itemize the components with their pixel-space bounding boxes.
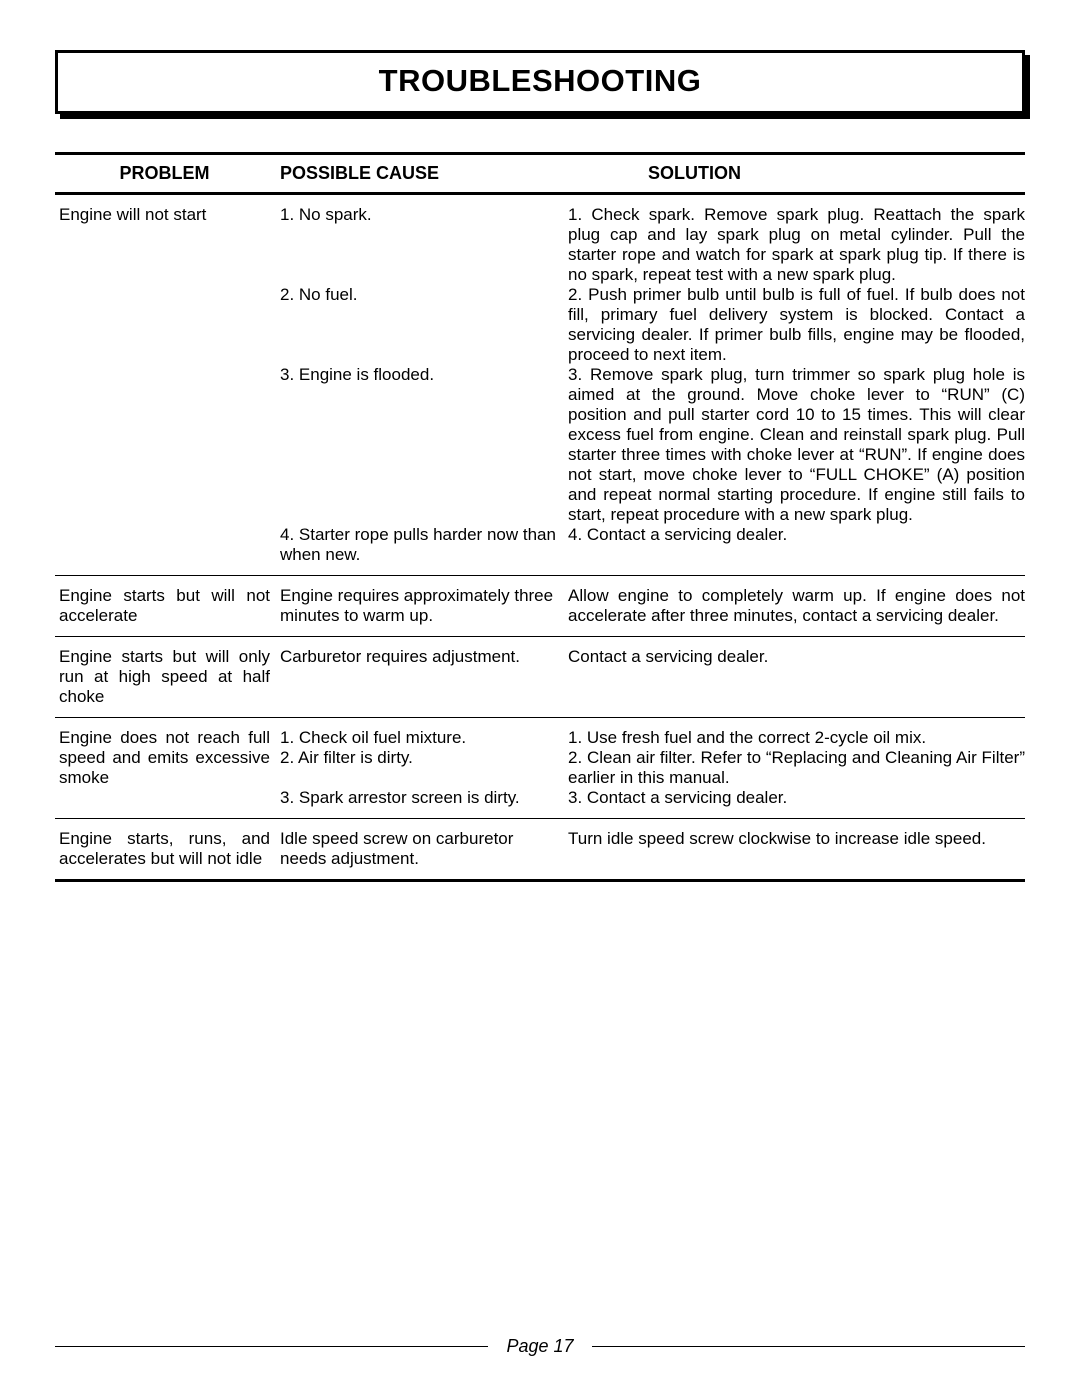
cause-solution-pair: 2. Air filter is dirty.2. Clean air filt… <box>280 748 1025 788</box>
table-body: Engine will not start1. No spark.1. Chec… <box>55 195 1025 882</box>
page-title: TROUBLESHOOTING <box>379 63 702 98</box>
solution-cell: 2. Push primer bulb until bulb is full o… <box>568 285 1025 365</box>
solution-cell: Allow engine to completely warm up. If e… <box>568 586 1025 626</box>
cause-solution-pair: 1. Check oil fuel mixture.1. Use fresh f… <box>280 728 1025 748</box>
cause-solution-wrap: 1. No spark.1. Check spark. Remove spark… <box>280 205 1025 565</box>
solution-cell: Turn idle speed screw clockwise to incre… <box>568 829 1025 869</box>
footer-rule-right <box>592 1346 1025 1347</box>
solution-cell: 3. Contact a servicing dealer. <box>568 788 1025 808</box>
cause-cell: 2. Air filter is dirty. <box>280 748 568 788</box>
solution-cell: Contact a servicing dealer. <box>568 647 1025 667</box>
cause-cell: Idle speed screw on carburetor needs adj… <box>280 829 568 869</box>
cause-solution-wrap: Idle speed screw on carburetor needs adj… <box>280 829 1025 869</box>
col-header-problem: PROBLEM <box>55 163 280 184</box>
problem-cell: Engine starts but will only run at high … <box>55 647 280 707</box>
cause-solution-pair: 4. Starter rope pulls harder now than wh… <box>280 525 1025 565</box>
table-row: Engine starts, runs, and accelerates but… <box>55 819 1025 882</box>
cause-solution-pair: 1. No spark.1. Check spark. Remove spark… <box>280 205 1025 285</box>
solution-cell: 1. Use fresh fuel and the correct 2-cycl… <box>568 728 1025 748</box>
cause-cell: 2. No fuel. <box>280 285 568 365</box>
cause-solution-pair: Engine requires approximately three minu… <box>280 586 1025 626</box>
problem-cell: Engine starts, runs, and accelerates but… <box>55 829 280 869</box>
solution-cell: 4. Contact a servicing dealer. <box>568 525 1025 565</box>
table-row: Engine starts but will only run at high … <box>55 637 1025 718</box>
troubleshooting-table: PROBLEM POSSIBLE CAUSE SOLUTION Engine w… <box>55 152 1025 882</box>
cause-solution-pair: 3. Spark arrestor screen is dirty.3. Con… <box>280 788 1025 808</box>
cause-solution-pair: 3. Engine is flooded.3. Remove spark plu… <box>280 365 1025 525</box>
cause-cell: 4. Starter rope pulls harder now than wh… <box>280 525 568 565</box>
table-row: Engine will not start1. No spark.1. Chec… <box>55 195 1025 576</box>
cause-solution-pair: Carburetor requires adjustment.Contact a… <box>280 647 1025 667</box>
col-header-solution: SOLUTION <box>568 163 1025 184</box>
page-number: Page 17 <box>506 1336 573 1357</box>
solution-cell: 3. Remove spark plug, turn trimmer so sp… <box>568 365 1025 525</box>
cause-cell: Carburetor requires adjustment. <box>280 647 568 667</box>
cause-solution-pair: 2. No fuel.2. Push primer bulb until bul… <box>280 285 1025 365</box>
table-row: Engine starts but will not accelerateEng… <box>55 576 1025 637</box>
page-footer: Page 17 <box>55 1336 1025 1357</box>
cause-cell: 1. No spark. <box>280 205 568 285</box>
cause-solution-pair: Idle speed screw on carburetor needs adj… <box>280 829 1025 869</box>
page: TROUBLESHOOTING PROBLEM POSSIBLE CAUSE S… <box>0 0 1080 1397</box>
footer-rule-left <box>55 1346 488 1347</box>
table-row: Engine does not reach full speed and emi… <box>55 718 1025 819</box>
solution-cell: 1. Check spark. Remove spark plug. Reatt… <box>568 205 1025 285</box>
cause-cell: 3. Spark arrestor screen is dirty. <box>280 788 568 808</box>
problem-cell: Engine will not start <box>55 205 280 565</box>
cause-cell: Engine requires approximately three minu… <box>280 586 568 626</box>
cause-cell: 1. Check oil fuel mixture. <box>280 728 568 748</box>
table-header-row: PROBLEM POSSIBLE CAUSE SOLUTION <box>55 155 1025 195</box>
title-box: TROUBLESHOOTING <box>55 50 1025 114</box>
cause-cell: 3. Engine is flooded. <box>280 365 568 525</box>
problem-cell: Engine starts but will not accelerate <box>55 586 280 626</box>
solution-cell: 2. Clean air filter. Refer to “Replacing… <box>568 748 1025 788</box>
cause-solution-wrap: 1. Check oil fuel mixture.1. Use fresh f… <box>280 728 1025 808</box>
cause-solution-wrap: Engine requires approximately three minu… <box>280 586 1025 626</box>
problem-cell: Engine does not reach full speed and emi… <box>55 728 280 808</box>
col-header-cause: POSSIBLE CAUSE <box>280 163 568 184</box>
cause-solution-wrap: Carburetor requires adjustment.Contact a… <box>280 647 1025 707</box>
